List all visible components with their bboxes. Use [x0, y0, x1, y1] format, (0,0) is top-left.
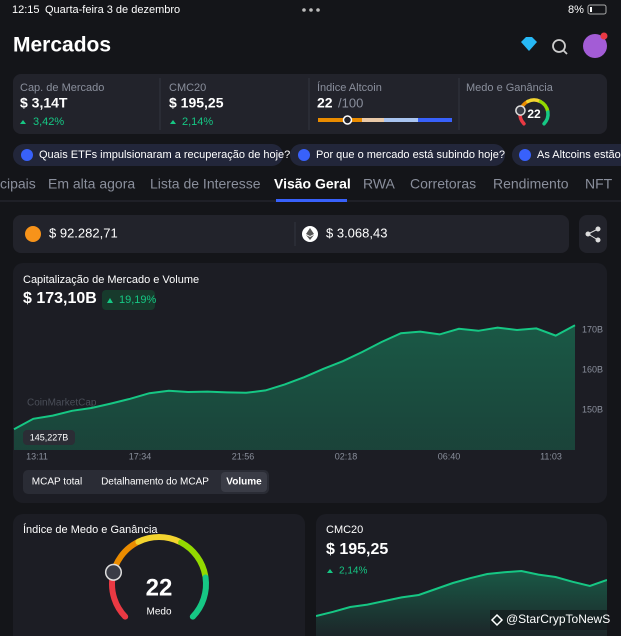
gauge-segment	[135, 534, 183, 545]
tab[interactable]: Lista de Interesse	[150, 176, 261, 192]
avatar[interactable]	[583, 34, 607, 58]
tab-active[interactable]: Visão Geral	[274, 176, 351, 192]
gauge-segment	[109, 574, 129, 620]
chart-title[interactable]: Capitalização de Mercado e Volume	[23, 274, 199, 286]
watermark-cmc: CoinMarketCap	[27, 398, 97, 409]
card-title[interactable]: Índice de Medo e Ganância	[23, 523, 158, 536]
stat-value: $ 195,25	[169, 95, 224, 111]
tab[interactable]: RWA	[363, 176, 396, 192]
toggle-group	[23, 470, 269, 494]
x-label: 06:40	[438, 451, 461, 461]
tab[interactable]: Em alta agora	[48, 176, 135, 192]
date: Quarta-feira 3 de dezembro	[45, 4, 180, 16]
tab-underline	[276, 199, 347, 202]
x-label: 13:11	[26, 451, 48, 461]
prompt-pill[interactable]	[13, 144, 283, 166]
market-area	[14, 325, 575, 450]
watermark-icon	[490, 613, 504, 627]
altcoin-bar	[318, 118, 452, 122]
card-title[interactable]: CMC20	[326, 524, 363, 536]
cmc20-change: 2,14%	[339, 566, 367, 577]
btc-price: $ 92.282,71	[49, 225, 118, 240]
chart-value: $ 173,10B	[23, 290, 97, 307]
gauge-segment	[178, 539, 209, 579]
share-button[interactable]	[579, 215, 607, 253]
toggle[interactable]: MCAP total	[32, 477, 82, 488]
stat-change: 2,14%	[182, 116, 213, 128]
low-label: 145,227B	[30, 432, 69, 442]
stat-label: CMC20	[169, 82, 206, 94]
stat-change: 3,42%	[33, 116, 64, 128]
fear-greed-label: Medo	[146, 607, 171, 618]
x-label: 11:03	[540, 451, 562, 461]
y-tick-label: 150B	[582, 404, 603, 414]
fear-greed-card	[13, 514, 305, 636]
gauge-segment	[542, 110, 550, 126]
cmc20-line	[316, 569, 607, 617]
market-line	[13, 324, 576, 431]
toggle-active[interactable]: Volume	[226, 477, 262, 488]
prices-card	[13, 215, 569, 253]
stat-value: $ 3,14T	[20, 95, 68, 111]
fear-greed-value: 22	[146, 574, 173, 601]
chart-change: 19,19%	[119, 294, 157, 306]
gauge-segment	[526, 98, 542, 104]
stat-suffix: /100	[338, 95, 363, 110]
low-pill	[23, 430, 75, 445]
cmc20-value: $ 195,25	[326, 541, 388, 558]
diamond-icon[interactable]	[521, 37, 537, 51]
x-label: 17:34	[129, 451, 152, 461]
dividers	[159, 78, 460, 130]
notification-dot	[600, 32, 608, 40]
tab[interactable]: Corretoras	[410, 176, 476, 192]
dots	[302, 8, 320, 12]
prompt-pill[interactable]	[290, 144, 505, 166]
altcoin-marker	[342, 115, 353, 125]
y-tick-label: 170B	[582, 324, 603, 334]
tab[interactable]: cipais	[0, 176, 36, 192]
prompt[interactable]: As Altcoins estão	[537, 149, 621, 161]
watermark: @StarCrypToNewS	[506, 612, 610, 626]
gauge-indicator	[515, 105, 526, 116]
tab[interactable]: Rendimento	[493, 176, 569, 192]
x-label: 21:56	[232, 451, 255, 461]
toggle[interactable]: Detalhamento do MCAP	[101, 477, 209, 488]
search-icon[interactable]	[552, 39, 566, 53]
stat-label: Medo e Ganância	[466, 82, 554, 94]
eth-price: $ 3.068,43	[326, 225, 387, 240]
time: 12:15	[12, 4, 40, 16]
toggle-active-bg	[221, 472, 267, 492]
page-title: Mercados	[13, 34, 111, 57]
prompt-pill[interactable]	[512, 144, 621, 166]
tab[interactable]: NFT	[585, 176, 613, 192]
y-tick-label: 160B	[582, 364, 603, 374]
battery-icon	[587, 4, 607, 15]
prompt[interactable]: Quais ETFs impulsionaram a recuperação d…	[39, 149, 290, 161]
share-icon	[585, 226, 601, 243]
stat-value: 22	[317, 95, 333, 111]
x-label: 02:18	[335, 451, 358, 461]
stat-gauge-value: 22	[527, 107, 541, 121]
gauge-indicator	[104, 563, 123, 581]
change-pill	[102, 290, 155, 310]
battery-level	[590, 7, 592, 12]
prompt[interactable]: Por que o mercado está subindo hoje?	[316, 149, 505, 161]
stat-label: Cap. de Mercado	[20, 82, 104, 94]
btc-icon	[25, 226, 41, 242]
battery: 8%	[568, 4, 584, 16]
gauge-segment	[189, 574, 209, 620]
stat-label: Índice Altcoin	[317, 81, 382, 94]
